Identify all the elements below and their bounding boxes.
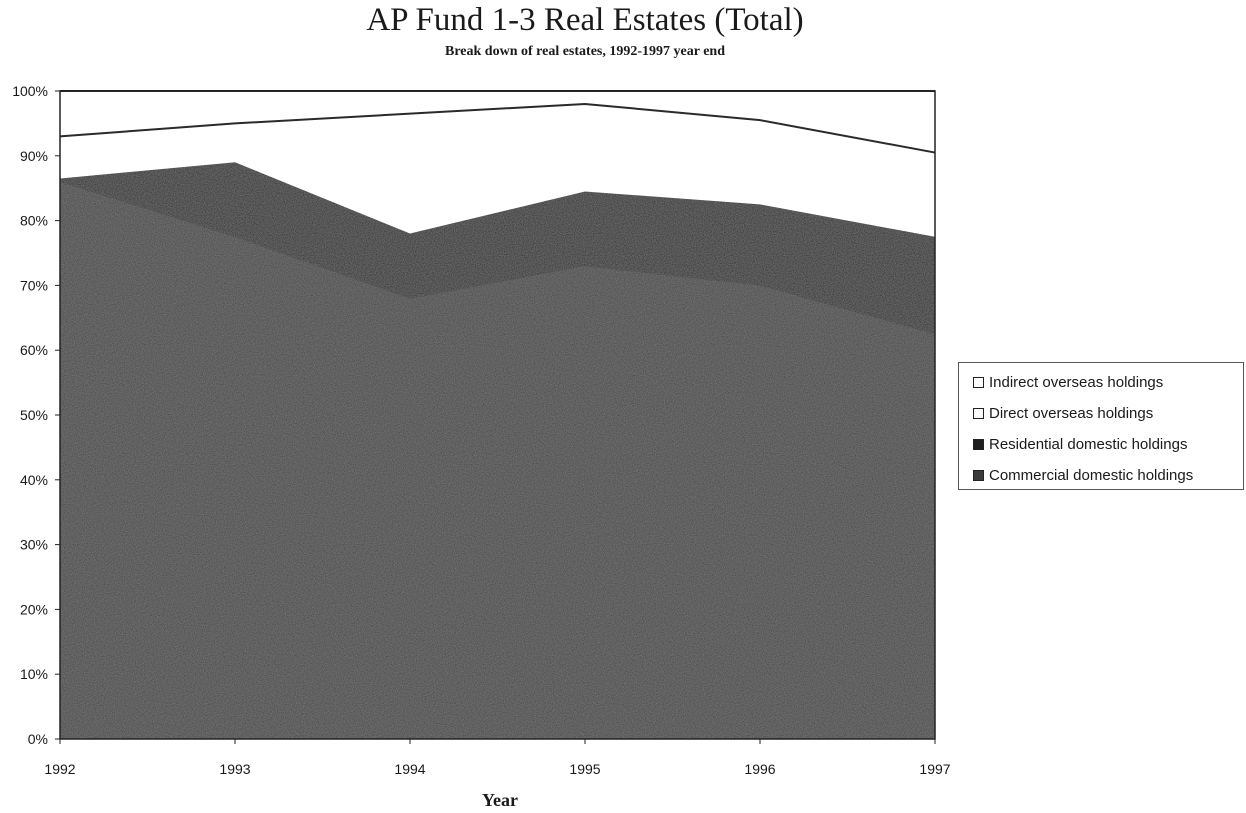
legend-item-residential-domestic: Residential domestic holdings [973,429,1243,460]
area-direct-overseas-holdings [60,103,935,237]
x-tick-label: 1995 [569,761,600,777]
y-tick-label: 60% [20,342,48,358]
x-tick-label: 1997 [919,761,950,777]
y-tick-label: 40% [20,472,48,488]
y-tick-label: 70% [20,277,48,293]
legend-swatch [973,470,984,481]
legend-item-indirect-overseas: Indirect overseas holdings [973,367,1243,398]
y-tick-label: 80% [20,213,48,229]
legend-label: Commercial domestic holdings [989,467,1194,484]
area-indirect-overseas-holdings [60,91,935,153]
legend: Indirect overseas holdings Direct overse… [958,362,1244,490]
x-axis-title: Year [482,790,518,810]
legend-label: Residential domestic holdings [989,436,1188,453]
y-tick-label: 50% [20,407,48,423]
legend-label: Indirect overseas holdings [989,374,1164,391]
y-tick-label: 90% [20,148,48,164]
y-tick-label: 10% [20,666,48,682]
chart-title: AP Fund 1-3 Real Estates (Total) [366,2,804,38]
y-tick-label: 30% [20,537,48,553]
legend-swatch [973,439,984,450]
x-tick-label: 1996 [744,761,775,777]
x-tick-label: 1993 [219,761,250,777]
chart-subtitle: Break down of real estates, 1992-1997 ye… [445,44,725,59]
y-tick-label: 100% [12,83,48,99]
legend-label: Direct overseas holdings [989,405,1154,422]
legend-item-commercial-domestic: Commercial domestic holdings [973,460,1243,491]
x-tick-label: 1992 [44,761,75,777]
legend-swatch [973,377,984,388]
y-tick-label: 20% [20,601,48,617]
y-tick-label: 0% [28,731,48,747]
x-tick-label: 1994 [394,761,425,777]
legend-swatch [973,408,984,419]
legend-item-direct-overseas: Direct overseas holdings [973,398,1243,429]
line-direct-overseas-holdings [59,102,936,154]
